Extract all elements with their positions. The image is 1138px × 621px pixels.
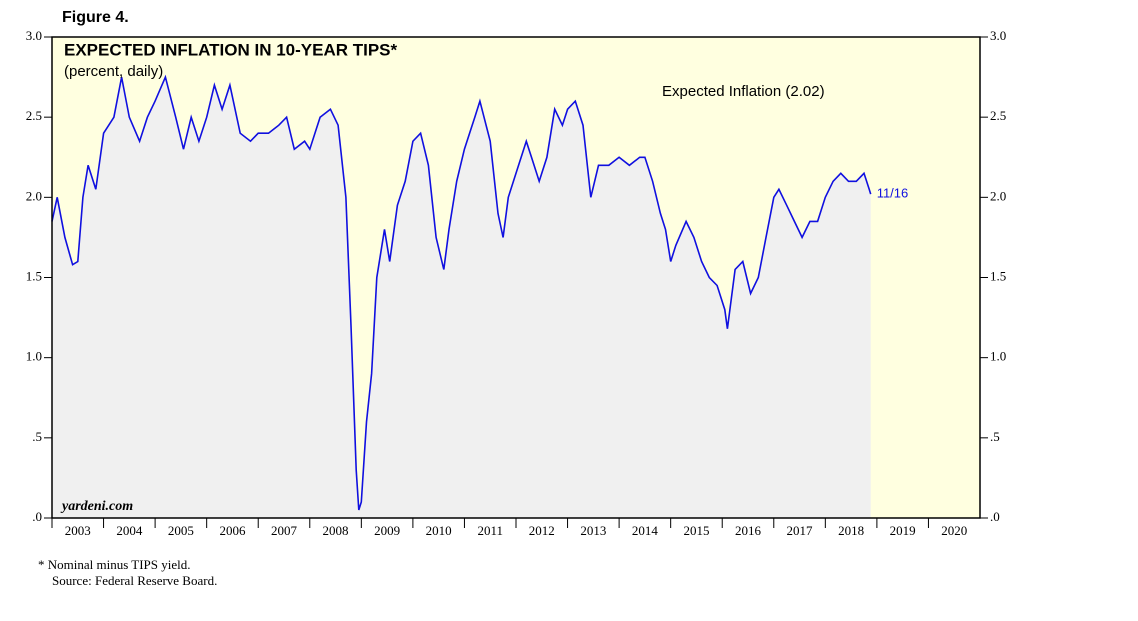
x-tick-label: 2007 bbox=[271, 523, 298, 538]
y2-tick-label: 1.0 bbox=[990, 349, 1006, 364]
annotation: Expected Inflation (2.02) bbox=[662, 83, 825, 100]
y2-tick-label: .0 bbox=[990, 509, 1000, 524]
y2-tick-label: .5 bbox=[990, 429, 1000, 444]
x-tick-label: 2018 bbox=[838, 523, 864, 538]
y2-tick-label: 1.5 bbox=[990, 268, 1006, 283]
x-tick-label: 2015 bbox=[683, 523, 709, 538]
y-tick-label: 1.0 bbox=[26, 349, 42, 364]
watermark: yardeni.com bbox=[60, 499, 133, 514]
x-tick-label: 2013 bbox=[580, 523, 606, 538]
x-tick-label: 2006 bbox=[219, 523, 246, 538]
x-tick-label: 2016 bbox=[735, 523, 762, 538]
x-tick-label: 2014 bbox=[632, 523, 659, 538]
line bbox=[51, 74, 872, 511]
x-tick-label: 2012 bbox=[529, 523, 555, 538]
footnote: * Nominal minus TIPS yield. bbox=[38, 557, 191, 572]
y2-tick-label: 3.0 bbox=[990, 28, 1006, 43]
y-tick-label: 2.5 bbox=[26, 108, 42, 123]
area-fill bbox=[52, 77, 871, 518]
x-tick-label: 2011 bbox=[477, 523, 503, 538]
y-tick-label: 3.0 bbox=[26, 28, 42, 43]
chart-title: EXPECTED INFLATION IN 10-YEAR TIPS* bbox=[64, 40, 398, 59]
x-tick-label: 2010 bbox=[426, 523, 452, 538]
y2-tick-label: 2.5 bbox=[990, 108, 1006, 123]
x-tick-label: 2009 bbox=[374, 523, 400, 538]
y2-tick-label: 2.0 bbox=[990, 188, 1006, 203]
y-tick-label: .5 bbox=[32, 429, 42, 444]
y-tick-label: 1.5 bbox=[26, 268, 42, 283]
x-tick-label: 2008 bbox=[323, 523, 349, 538]
y-tick-label: 2.0 bbox=[26, 188, 42, 203]
x-tick-label: 2003 bbox=[65, 523, 91, 538]
x-tick-label: 2017 bbox=[787, 523, 814, 538]
footnote: Source: Federal Reserve Board. bbox=[52, 573, 217, 588]
y-tick-label: .0 bbox=[32, 509, 42, 524]
x-tick-label: 2005 bbox=[168, 523, 194, 538]
x-tick-label: 2019 bbox=[890, 523, 916, 538]
figure-label: Figure 4. bbox=[62, 9, 129, 26]
x-tick-label: 2004 bbox=[116, 523, 143, 538]
end-label: 11/16 bbox=[877, 186, 909, 201]
x-tick-label: 2020 bbox=[941, 523, 967, 538]
chart-subtitle: (percent, daily) bbox=[64, 63, 163, 80]
